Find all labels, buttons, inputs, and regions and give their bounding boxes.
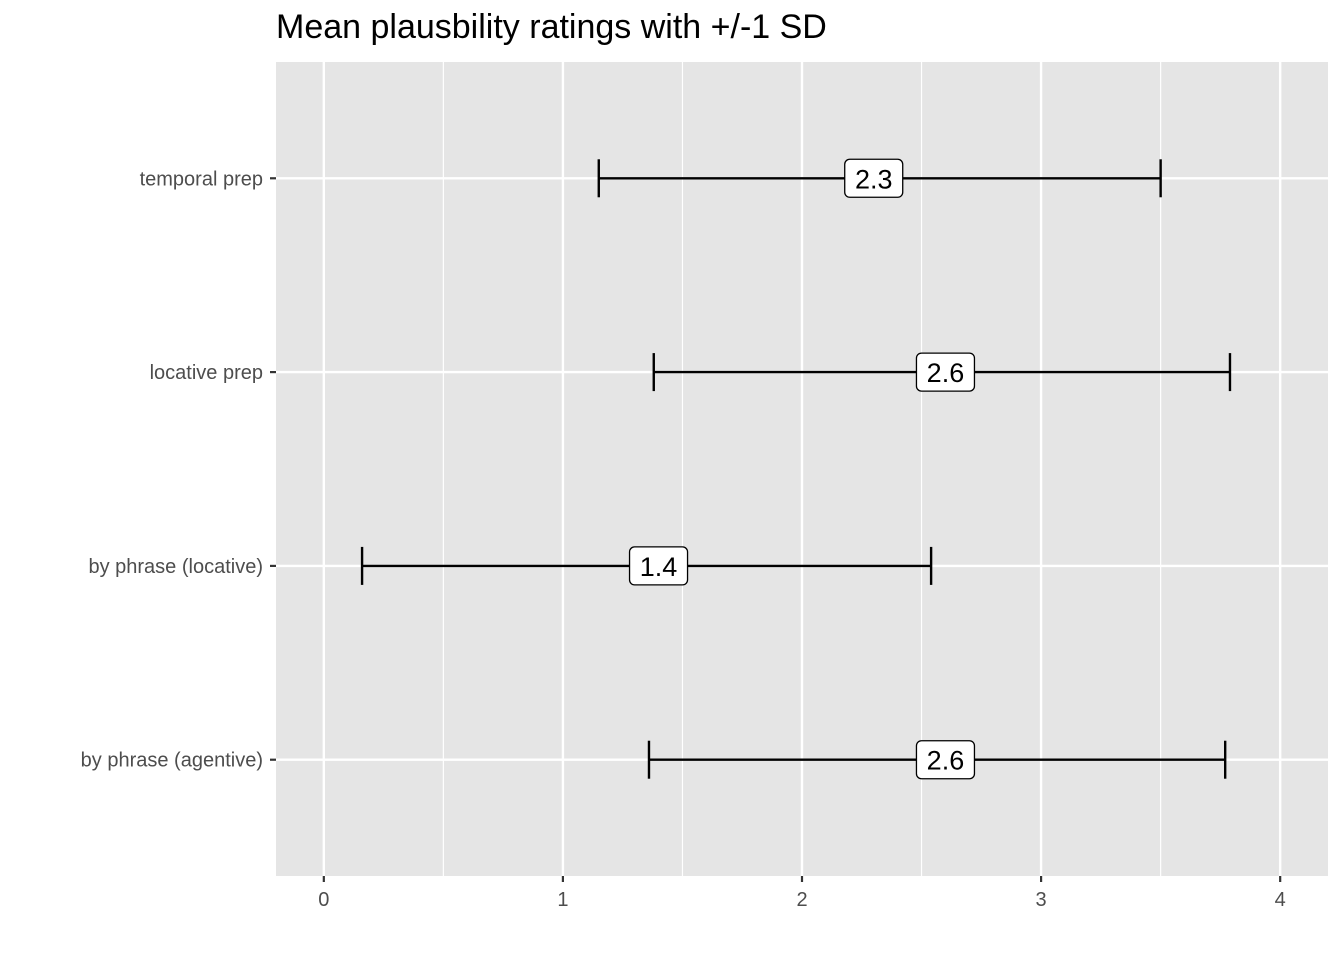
errorbar-chart: 0 1 2 3 4 temporal prep locative prep by phras…	[0, 0, 1344, 960]
x-tick-label: 1	[557, 889, 568, 911]
x-tick-label: 4	[1275, 889, 1286, 911]
y-tick-label: by phrase (agentive)	[81, 750, 263, 772]
x-tick-label: 0	[318, 889, 329, 911]
x-tick-label: 2	[796, 889, 807, 911]
x-tick-label: 3	[1036, 889, 1047, 911]
y-tick-label: temporal prep	[140, 168, 263, 190]
y-tick-label: locative prep	[150, 362, 263, 384]
data-label: 2.6	[927, 746, 965, 776]
data-label: 2.6	[927, 358, 965, 388]
data-label: 1.4	[640, 552, 678, 582]
x-axis: 0 1 2 3 4	[318, 876, 1285, 911]
y-tick-label: by phrase (locative)	[88, 556, 263, 578]
y-axis: temporal prep locative prep by phrase (loc…	[81, 168, 276, 771]
data-label: 2.3	[855, 164, 893, 194]
